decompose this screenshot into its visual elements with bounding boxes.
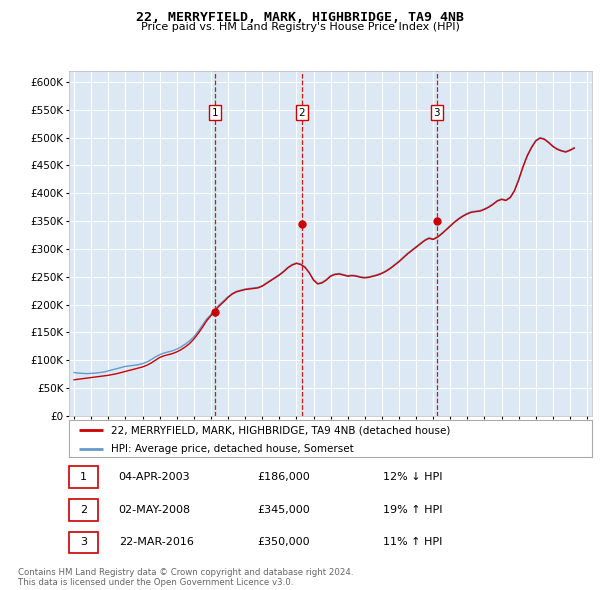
Text: 04-APR-2003: 04-APR-2003 [119,472,190,482]
Text: 22-MAR-2016: 22-MAR-2016 [119,537,194,548]
Text: 2: 2 [80,505,87,514]
Text: £345,000: £345,000 [257,505,310,514]
Text: 3: 3 [434,107,440,117]
Text: 22, MERRYFIELD, MARK, HIGHBRIDGE, TA9 4NB (detached house): 22, MERRYFIELD, MARK, HIGHBRIDGE, TA9 4N… [111,425,450,435]
Text: 02-MAY-2008: 02-MAY-2008 [119,505,191,514]
FancyBboxPatch shape [69,532,98,553]
Text: £186,000: £186,000 [257,472,310,482]
Text: 12% ↓ HPI: 12% ↓ HPI [383,472,442,482]
Text: HPI: Average price, detached house, Somerset: HPI: Average price, detached house, Some… [111,444,353,454]
FancyBboxPatch shape [69,466,98,488]
Text: 22, MERRYFIELD, MARK, HIGHBRIDGE, TA9 4NB: 22, MERRYFIELD, MARK, HIGHBRIDGE, TA9 4N… [136,11,464,24]
Text: This data is licensed under the Open Government Licence v3.0.: This data is licensed under the Open Gov… [18,578,293,587]
FancyBboxPatch shape [69,499,98,520]
Text: 2: 2 [299,107,305,117]
Text: Price paid vs. HM Land Registry's House Price Index (HPI): Price paid vs. HM Land Registry's House … [140,22,460,32]
Text: 11% ↑ HPI: 11% ↑ HPI [383,537,442,548]
Text: 19% ↑ HPI: 19% ↑ HPI [383,505,442,514]
Text: £350,000: £350,000 [257,537,310,548]
Text: Contains HM Land Registry data © Crown copyright and database right 2024.: Contains HM Land Registry data © Crown c… [18,568,353,576]
Text: 1: 1 [80,472,87,482]
Text: 3: 3 [80,537,87,548]
Text: 1: 1 [212,107,218,117]
